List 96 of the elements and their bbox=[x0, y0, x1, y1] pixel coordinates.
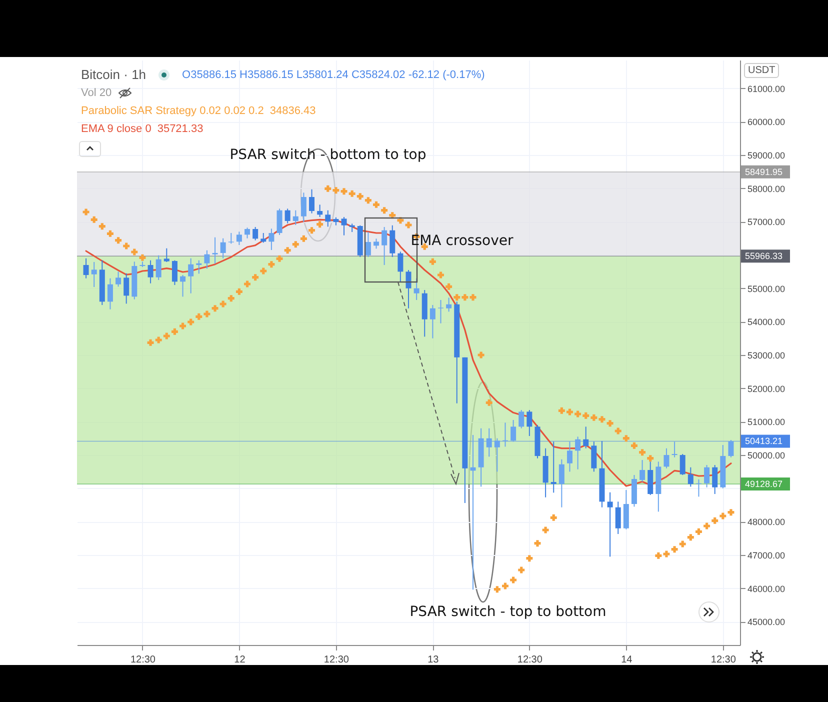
y-tick-label: 52000.00 bbox=[748, 384, 786, 394]
x-tick-label: 12:30 bbox=[710, 654, 736, 666]
candlestick bbox=[260, 232, 266, 244]
candlestick bbox=[284, 208, 290, 224]
candlestick bbox=[292, 210, 298, 226]
y-tick-label: 59000.00 bbox=[748, 150, 786, 160]
candlestick bbox=[252, 226, 258, 241]
y-tick-label: 54000.00 bbox=[748, 317, 786, 328]
text: EMA 9 close 0 bbox=[81, 122, 152, 137]
candlestick bbox=[180, 274, 186, 298]
candlestick bbox=[398, 251, 404, 282]
text: Parabolic SAR Strategy 0.02 0.02 0.2 bbox=[81, 104, 264, 119]
candlestick bbox=[494, 438, 500, 472]
ref-line-label: 58491.95 bbox=[745, 166, 783, 177]
annotation: PSAR switch - bottom to top bbox=[230, 147, 426, 163]
candlestick bbox=[446, 297, 452, 312]
candlestick bbox=[91, 262, 97, 288]
candlestick bbox=[607, 492, 613, 558]
candlestick bbox=[325, 210, 331, 228]
y-tick-label: 57000.00 bbox=[748, 217, 786, 228]
candlestick bbox=[414, 278, 420, 300]
candlestick bbox=[116, 271, 122, 288]
candlestick bbox=[107, 278, 113, 310]
candlestick bbox=[124, 272, 130, 304]
x-tick-label: 13 bbox=[428, 654, 440, 666]
candlestick bbox=[244, 227, 250, 239]
candlestick bbox=[365, 232, 371, 258]
candlestick bbox=[664, 448, 670, 469]
candlestick bbox=[374, 238, 380, 250]
candlestick bbox=[228, 232, 234, 244]
candlestick bbox=[309, 188, 315, 214]
candlestick bbox=[390, 224, 396, 258]
text: Bitcoin · 1h bbox=[81, 66, 146, 84]
y-axis-title: USDT bbox=[744, 63, 780, 78]
y-tick-label: 45000.00 bbox=[748, 617, 786, 628]
x-tick-label: 12 bbox=[234, 654, 246, 666]
candlestick bbox=[341, 216, 347, 236]
candlestick bbox=[680, 454, 686, 476]
candlestick bbox=[236, 231, 242, 246]
candlestick bbox=[300, 192, 306, 222]
candlestick bbox=[438, 300, 444, 324]
candlestick bbox=[566, 441, 572, 472]
y-tick-label: 47000.00 bbox=[748, 550, 786, 560]
candlestick bbox=[704, 464, 710, 488]
candlestick bbox=[406, 270, 412, 309]
candlestick bbox=[148, 260, 154, 284]
candlestick bbox=[268, 228, 274, 250]
candlestick bbox=[317, 204, 323, 218]
candlestick bbox=[382, 226, 388, 266]
candlestick bbox=[172, 260, 178, 286]
candlestick bbox=[615, 501, 621, 534]
candlestick bbox=[688, 466, 694, 488]
x-tick-label: 12:30 bbox=[130, 654, 156, 666]
x-tick-label: 12:30 bbox=[517, 654, 543, 666]
candlestick bbox=[550, 441, 556, 494]
annotation: Vol 20 bbox=[81, 86, 112, 101]
y-tick-label: 51000.00 bbox=[748, 417, 786, 428]
y-tick-label: 61000.00 bbox=[748, 84, 786, 94]
ref-line-label: 49128.67 bbox=[745, 479, 783, 490]
annotation: PSAR switch - top to bottom bbox=[410, 604, 606, 620]
candlestick bbox=[640, 460, 646, 482]
annotation: 35721.33 bbox=[157, 122, 204, 137]
candlestick bbox=[526, 410, 532, 436]
candlestick bbox=[276, 208, 282, 236]
candlestick bbox=[518, 410, 524, 429]
ref-line-label: 50413.21 bbox=[745, 436, 783, 446]
candlestick bbox=[83, 258, 89, 279]
candlestick bbox=[558, 458, 564, 508]
candlestick bbox=[188, 258, 194, 294]
y-tick-label: 48000.00 bbox=[748, 517, 786, 528]
y-tick-label: 60000.00 bbox=[748, 117, 786, 128]
candlestick bbox=[583, 426, 589, 449]
candlestick bbox=[212, 236, 218, 264]
candlestick bbox=[204, 250, 210, 270]
text: O35886.15 H35886.15 L35801.24 C35824.02 -62.12 (-0.17%) bbox=[182, 68, 485, 83]
candlestick bbox=[164, 248, 170, 262]
y-tick-label: 55000.00 bbox=[748, 284, 786, 294]
candlestick bbox=[220, 238, 226, 259]
candlestick bbox=[470, 434, 476, 590]
candlestick bbox=[712, 464, 718, 494]
candlestick bbox=[672, 441, 678, 458]
candlestick bbox=[510, 420, 516, 442]
x-tick-label: 12:30 bbox=[324, 654, 350, 666]
y-tick-label: 46000.00 bbox=[748, 584, 786, 594]
y-tick-label: 58000.00 bbox=[748, 184, 786, 194]
y-tick-label: 53000.00 bbox=[748, 350, 786, 360]
candlestick bbox=[430, 304, 436, 339]
candlestick bbox=[575, 436, 581, 470]
ref-line-label: 55966.33 bbox=[745, 251, 783, 262]
candlestick bbox=[591, 441, 597, 472]
x-tick-label: 14 bbox=[621, 654, 633, 666]
candlestick bbox=[156, 254, 162, 280]
candlestick bbox=[486, 428, 492, 458]
y-tick-label: 50000.00 bbox=[748, 450, 786, 460]
annotation: 34836.43 bbox=[270, 104, 316, 119]
candlestick bbox=[728, 440, 734, 458]
